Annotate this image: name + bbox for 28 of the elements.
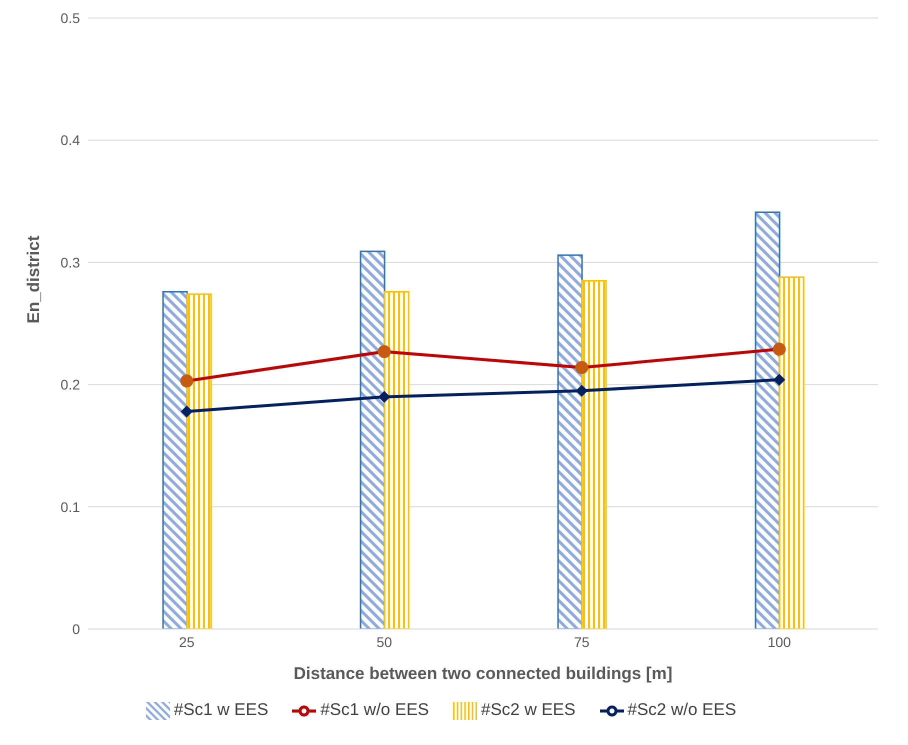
bar <box>557 254 583 629</box>
y-tick-label: 0.2 <box>60 376 80 393</box>
legend-label: #Sc2 w EES <box>481 700 576 720</box>
point <box>378 390 390 403</box>
x-tick-label: 25 <box>178 634 195 650</box>
x-tick-label: 50 <box>376 634 392 650</box>
bar <box>581 280 607 629</box>
y-tick-label: 0.5 <box>60 10 80 26</box>
bar <box>384 290 410 629</box>
x-axis-title: Distance between two connected buildings [m] <box>294 664 672 683</box>
point <box>576 384 588 397</box>
bar <box>754 212 780 629</box>
y-axis-title: En_district <box>24 235 44 324</box>
legend-label: #Sc1 w EES <box>174 700 268 720</box>
bar <box>162 290 188 629</box>
x-tick-label: 75 <box>574 634 590 650</box>
bar <box>186 293 212 629</box>
point <box>773 374 786 386</box>
x-tick-label: 100 <box>768 634 792 650</box>
bar <box>778 276 804 629</box>
y-tick-label: 0 <box>72 620 80 637</box>
bar <box>360 250 386 629</box>
y-tick-label: 0.4 <box>60 132 80 148</box>
legend-label: #Sc2 w/o EES <box>628 700 736 720</box>
legend-label: #Sc1 w/o EES <box>320 700 429 720</box>
y-tick-label: 0.1 <box>60 498 80 515</box>
point <box>180 405 193 418</box>
y-tick-label: 0.3 <box>60 254 80 270</box>
